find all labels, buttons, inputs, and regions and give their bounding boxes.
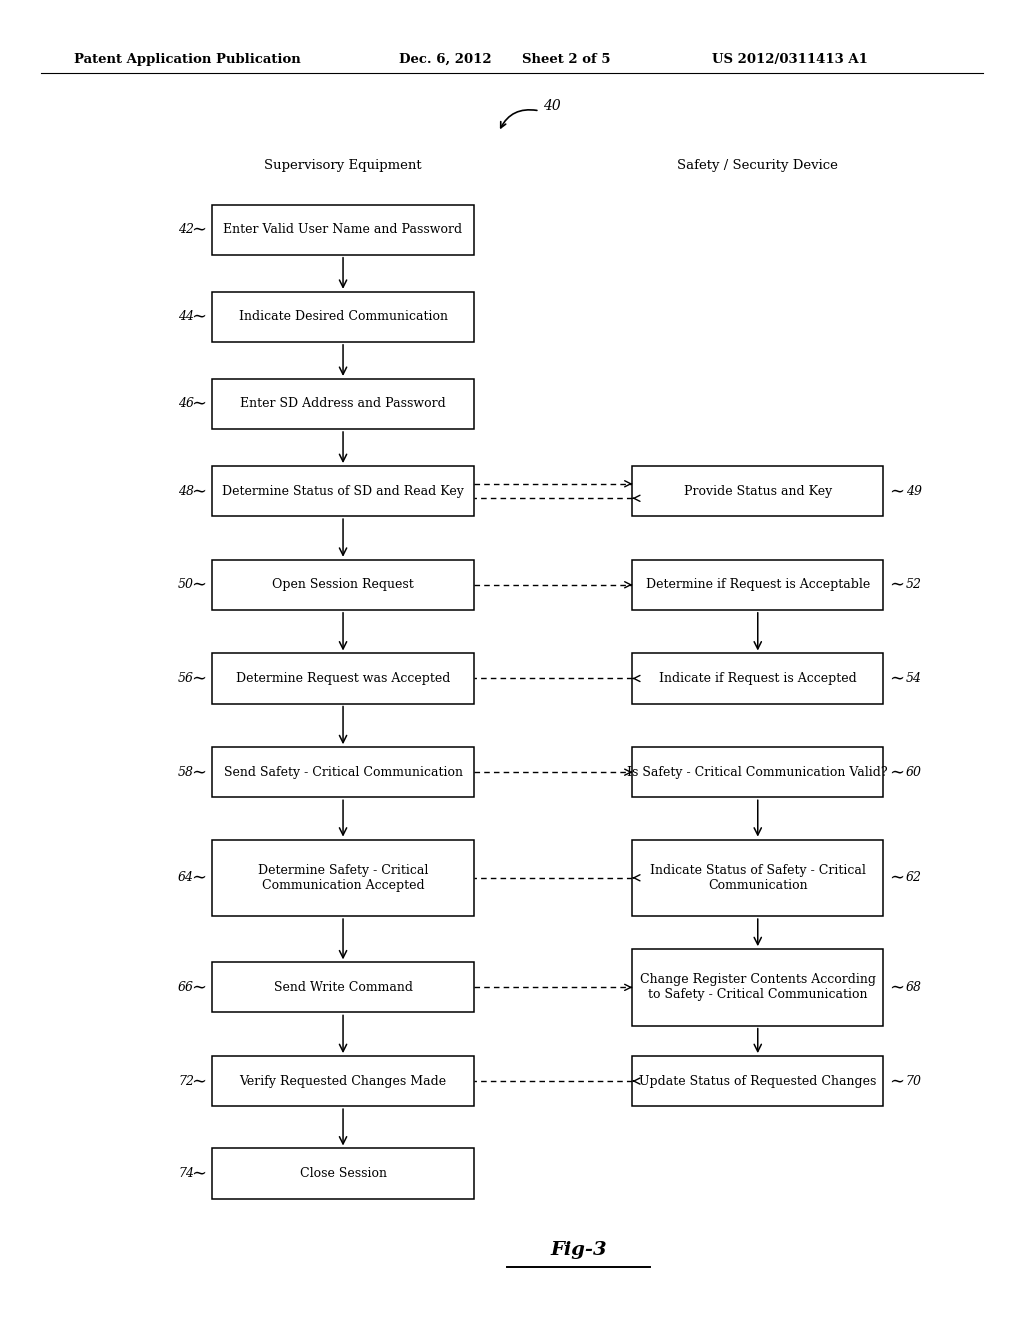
Text: ∼: ∼: [191, 576, 207, 594]
Text: ∼: ∼: [889, 669, 904, 688]
Bar: [632, 1056, 883, 1106]
Text: Indicate Status of Safety - Critical
Communication: Indicate Status of Safety - Critical Com…: [650, 863, 865, 892]
Text: ∼: ∼: [191, 395, 207, 413]
Text: Provide Status and Key: Provide Status and Key: [684, 484, 831, 498]
Bar: [213, 292, 473, 342]
Bar: [632, 949, 883, 1026]
Bar: [213, 379, 473, 429]
Text: ∼: ∼: [191, 482, 207, 500]
Text: Verify Requested Changes Made: Verify Requested Changes Made: [240, 1074, 446, 1088]
Text: Indicate Desired Communication: Indicate Desired Communication: [239, 310, 447, 323]
Text: Patent Application Publication: Patent Application Publication: [74, 53, 300, 66]
Text: 46: 46: [178, 397, 195, 411]
Text: ∼: ∼: [191, 220, 207, 239]
Text: 48: 48: [178, 484, 195, 498]
Text: 44: 44: [178, 310, 195, 323]
Text: 68: 68: [906, 981, 922, 994]
Text: ∼: ∼: [889, 482, 904, 500]
Bar: [213, 560, 473, 610]
Text: 52: 52: [906, 578, 922, 591]
Text: ∼: ∼: [889, 869, 904, 887]
Text: ∼: ∼: [191, 869, 207, 887]
Bar: [632, 747, 883, 797]
Text: Safety / Security Device: Safety / Security Device: [677, 158, 839, 172]
Bar: [213, 840, 473, 916]
Text: 56: 56: [178, 672, 195, 685]
Text: Determine Safety - Critical
Communication Accepted: Determine Safety - Critical Communicatio…: [258, 863, 428, 892]
Text: ∼: ∼: [889, 1072, 904, 1090]
Text: Change Register Contents According
to Safety - Critical Communication: Change Register Contents According to Sa…: [640, 973, 876, 1002]
Text: Determine if Request is Acceptable: Determine if Request is Acceptable: [646, 578, 869, 591]
Text: 60: 60: [906, 766, 922, 779]
Text: 42: 42: [178, 223, 195, 236]
Bar: [632, 466, 883, 516]
Bar: [213, 205, 473, 255]
Text: ∼: ∼: [191, 308, 207, 326]
Text: Enter SD Address and Password: Enter SD Address and Password: [241, 397, 445, 411]
Bar: [213, 962, 473, 1012]
Text: Supervisory Equipment: Supervisory Equipment: [264, 158, 422, 172]
Text: Indicate if Request is Accepted: Indicate if Request is Accepted: [658, 672, 857, 685]
Bar: [213, 1056, 473, 1106]
Text: Update Status of Requested Changes: Update Status of Requested Changes: [639, 1074, 877, 1088]
Text: Enter Valid User Name and Password: Enter Valid User Name and Password: [223, 223, 463, 236]
Text: ∼: ∼: [191, 1164, 207, 1183]
Text: 66: 66: [178, 981, 195, 994]
Text: 74: 74: [178, 1167, 195, 1180]
Bar: [632, 840, 883, 916]
Text: 72: 72: [178, 1074, 195, 1088]
Text: 64: 64: [178, 871, 195, 884]
Text: ∼: ∼: [191, 669, 207, 688]
Text: Dec. 6, 2012: Dec. 6, 2012: [399, 53, 492, 66]
Text: Determine Request was Accepted: Determine Request was Accepted: [236, 672, 451, 685]
Bar: [213, 1148, 473, 1199]
Text: 40: 40: [543, 99, 560, 112]
Bar: [213, 653, 473, 704]
Text: ∼: ∼: [191, 978, 207, 997]
Text: US 2012/0311413 A1: US 2012/0311413 A1: [712, 53, 867, 66]
Text: 58: 58: [178, 766, 195, 779]
Text: 49: 49: [906, 484, 922, 498]
Bar: [632, 653, 883, 704]
Text: Is Safety - Critical Communication Valid?: Is Safety - Critical Communication Valid…: [628, 766, 888, 779]
Text: Open Session Request: Open Session Request: [272, 578, 414, 591]
Text: 70: 70: [906, 1074, 922, 1088]
Text: Send Write Command: Send Write Command: [273, 981, 413, 994]
Text: Send Safety - Critical Communication: Send Safety - Critical Communication: [223, 766, 463, 779]
Text: Close Session: Close Session: [300, 1167, 386, 1180]
Bar: [213, 466, 473, 516]
Text: Sheet 2 of 5: Sheet 2 of 5: [522, 53, 610, 66]
Bar: [213, 747, 473, 797]
Text: ∼: ∼: [191, 763, 207, 781]
Text: ∼: ∼: [889, 978, 904, 997]
Text: ∼: ∼: [889, 763, 904, 781]
Text: 50: 50: [178, 578, 195, 591]
Text: ∼: ∼: [889, 576, 904, 594]
Bar: [632, 560, 883, 610]
Text: Fig-3: Fig-3: [550, 1241, 607, 1259]
Text: ∼: ∼: [191, 1072, 207, 1090]
Text: 62: 62: [906, 871, 922, 884]
Text: Determine Status of SD and Read Key: Determine Status of SD and Read Key: [222, 484, 464, 498]
Text: 54: 54: [906, 672, 922, 685]
